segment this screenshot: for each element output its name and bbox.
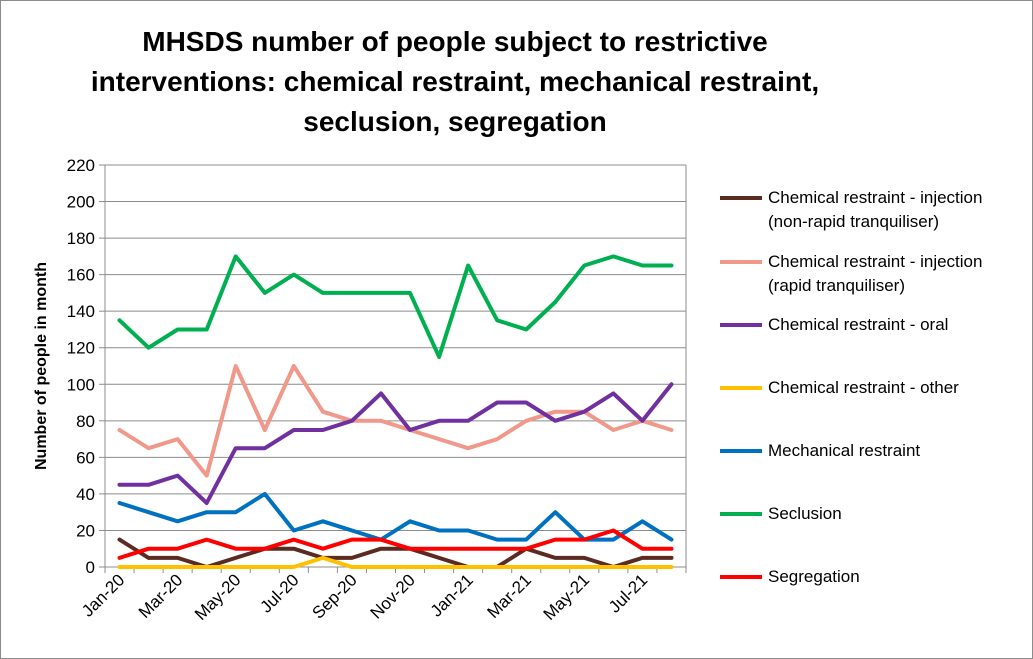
x-tick-label: Jan-21 (427, 570, 477, 620)
gridlines (105, 164, 686, 531)
x-tick-label: May-21 (540, 570, 594, 624)
legend-label: Chemical restraint - injection (non-rapi… (768, 188, 983, 231)
series-lines (117, 254, 674, 569)
y-tick-label: 60 (76, 448, 95, 467)
legend-swatch (720, 260, 762, 264)
legend-label: Chemical restraint - other (768, 378, 959, 397)
y-tick-labels: 0 20 40 60 80 100 120 140 160 180 200 220 (67, 156, 95, 577)
x-tick-label: Jan-20 (78, 570, 128, 620)
series-line-6 (117, 528, 674, 560)
y-tick-label: 180 (67, 229, 95, 248)
legend-label: Chemical restraint - injection (rapid tr… (768, 252, 983, 295)
legend-swatch (720, 449, 762, 453)
x-tick-label: May-20 (191, 570, 245, 624)
y-tick-label: 160 (67, 266, 95, 285)
y-tick-label: 140 (67, 302, 95, 321)
x-tick-label: Jul-20 (256, 570, 302, 616)
series-line-2 (117, 382, 674, 505)
y-tick-label: 120 (67, 339, 95, 358)
y-tick-label: 100 (67, 375, 95, 394)
x-tick-label: Mar-20 (135, 570, 187, 622)
legend-label: Segregation (768, 567, 860, 586)
y-tick-label: 20 (76, 521, 95, 540)
legend-label: Mechanical restraint (768, 441, 921, 460)
series-line-3 (117, 555, 674, 569)
x-tick-label: Nov-20 (367, 570, 419, 622)
y-tick-label: 80 (76, 412, 95, 431)
legend-swatch (720, 512, 762, 516)
y-tick-label: 200 (67, 193, 95, 212)
y-tick-label: 0 (86, 558, 95, 577)
legend-swatch (720, 323, 762, 327)
legend-swatch (720, 196, 762, 200)
x-tick-label: Mar-21 (484, 570, 536, 622)
series-line-4 (117, 491, 674, 542)
y-tick-label: 40 (76, 485, 95, 504)
y-tick-label: 220 (67, 156, 95, 175)
series-line-5 (117, 254, 674, 359)
x-tick-label: Sep-20 (309, 570, 361, 622)
x-tick-label: Jul-21 (605, 570, 651, 616)
legend-swatch (720, 575, 762, 579)
x-tick-labels: Jan-20 Mar-20 May-20 Jul-20 Sep-20 Nov-20 Jan-… (78, 570, 651, 624)
legend-label: Chemical restraint - oral (768, 315, 949, 334)
axes (99, 164, 687, 573)
chart-title: MHSDS number of people subject to restri… (90, 26, 820, 137)
legend-swatch (720, 386, 762, 390)
y-axis-label: Number of people in month (33, 262, 50, 470)
legend-label: Seclusion (768, 504, 842, 523)
